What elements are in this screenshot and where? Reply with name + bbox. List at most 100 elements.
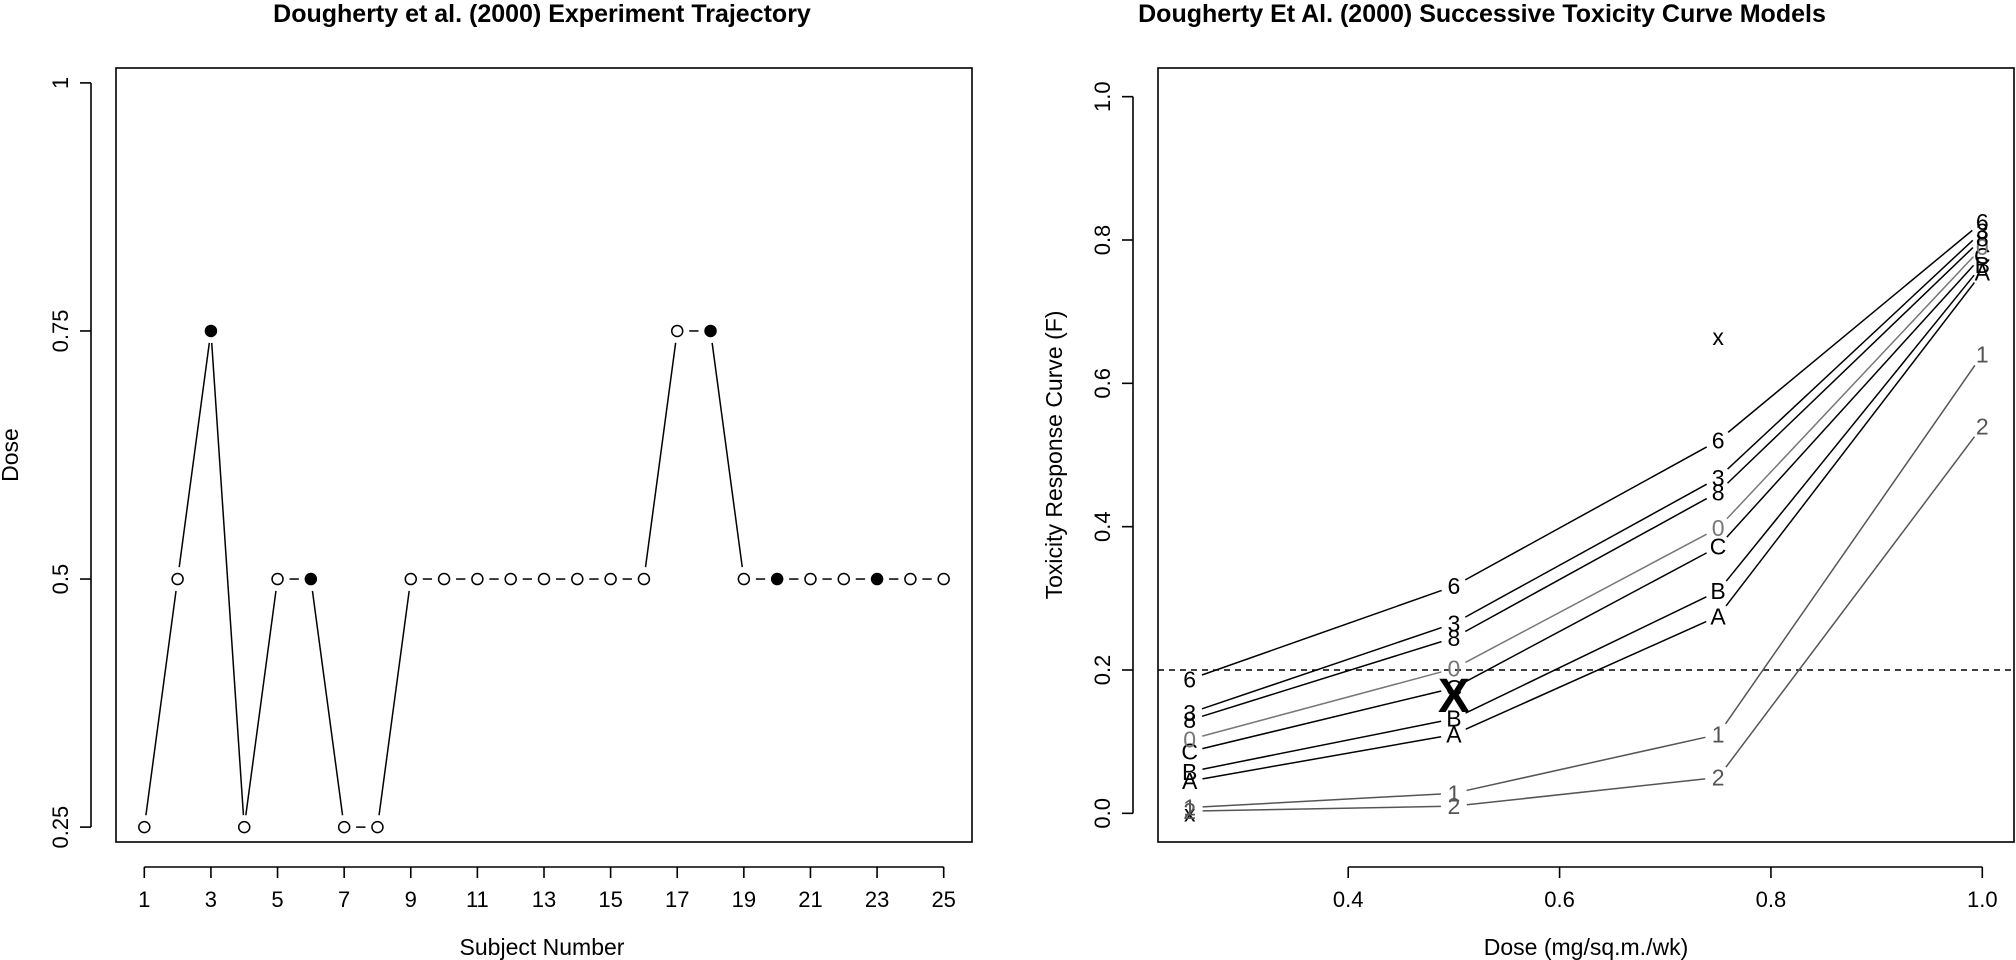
toxicity-x-axis-label: Dose (mg/sq.m./wk) — [1484, 934, 1688, 960]
trajectory-points — [138, 324, 950, 834]
trajectory-segment — [245, 590, 277, 816]
nontoxic-subject-point — [937, 572, 950, 586]
curve-segment — [1202, 805, 1441, 812]
curve-point-label: C — [1710, 534, 1727, 560]
y-tick-label: 0.25 — [48, 806, 73, 849]
toxic-subject-point — [704, 324, 717, 338]
trajectory-segment — [311, 590, 344, 816]
trajectory-title: Dougherty et al. (2000) Experiment Traje… — [273, 0, 811, 28]
x-tick-label: 15 — [598, 887, 622, 912]
y-tick-label: 0.2 — [1090, 655, 1115, 686]
nontoxic-subject-point — [637, 572, 651, 586]
trajectory-panel: Dougherty et al. (2000) Experiment Traje… — [0, 0, 973, 960]
curve-segment — [1465, 552, 1707, 683]
curve-point-label: x — [1448, 682, 1460, 708]
curve-segment — [1727, 229, 1973, 433]
y-tick-label: 1 — [48, 77, 73, 89]
x-tick-label: 11 — [466, 887, 489, 912]
curve-point-label: 1 — [1183, 795, 1196, 821]
y-tick-label: 0.75 — [48, 310, 73, 353]
trajectory-segment — [644, 342, 677, 568]
toxicity-axes: 0.4 0.6 0.8 1.0 0.0 0.2 0.4 0.6 0.8 1.0 — [1090, 81, 1998, 912]
y-tick-label: 0.8 — [1090, 225, 1115, 256]
curve-point-label: A — [1182, 768, 1198, 794]
curve-point-label: 2 — [1448, 793, 1461, 819]
nontoxic-subject-point — [504, 572, 517, 586]
curve-point-label: 6 — [1976, 209, 1989, 235]
curve-point-label: x — [1184, 800, 1196, 826]
curve-segment — [1465, 596, 1707, 714]
x-tick-label: 1.0 — [1967, 887, 1998, 912]
trajectory-segment — [178, 342, 211, 568]
trajectory-axes: 1 3 5 7 9 11 13 15 17 19 21 23 250.250.50.751 — [48, 77, 956, 912]
curve-segment — [1725, 436, 1976, 768]
nontoxic-subject-point — [337, 820, 351, 834]
curve-point-label: 8 — [1448, 625, 1461, 651]
curve-segment — [1202, 671, 1442, 737]
curve-point-label: 2 — [1976, 413, 1989, 439]
curve-point-label: A — [1446, 722, 1462, 748]
toxic-subject-point — [304, 572, 318, 586]
curve-point-label: 1 — [1712, 722, 1725, 748]
curve-point-label: 8 — [1712, 479, 1725, 505]
curve-point-label: 6 — [1712, 428, 1725, 454]
y-tick-label: 0.4 — [1090, 511, 1115, 542]
x-tick-label: 5 — [271, 887, 283, 912]
curve-point-label: B — [1446, 706, 1461, 732]
curve-point-label: B — [1182, 759, 1197, 785]
curve-point-label: B — [1975, 252, 1990, 278]
curve-segment — [1201, 640, 1442, 718]
trajectory-x-axis-label: Subject Number — [460, 934, 625, 960]
curve-segment — [1727, 239, 1974, 470]
x-tick-label: 17 — [665, 887, 689, 912]
curve-point-label: 2 — [1183, 798, 1196, 824]
x-tick-label: 7 — [338, 887, 350, 912]
nontoxic-subject-point — [404, 572, 418, 586]
nontoxic-subject-point — [737, 572, 751, 586]
curve-point-label: 3 — [1976, 218, 1989, 244]
trajectory-plot-frame — [115, 67, 973, 843]
x-tick-label: 0.6 — [1544, 887, 1575, 912]
y-tick-label: 1.0 — [1090, 81, 1115, 112]
curve-point-label: 8 — [1183, 707, 1196, 733]
nontoxic-subject-point — [804, 572, 817, 586]
curve-segment — [1201, 589, 1442, 676]
trajectory-segment — [711, 342, 743, 568]
trajectory-line — [145, 330, 932, 828]
curve-segment — [1724, 364, 1976, 725]
nontoxic-subject-point — [171, 572, 184, 586]
curve-segment — [1202, 690, 1442, 750]
x-tick-label: 25 — [931, 887, 955, 912]
nontoxic-subject-point — [471, 572, 484, 586]
curve-point-label: 0 — [1712, 515, 1725, 541]
toxicity-y-axis-label: Toxicity Response Curve (F) — [1041, 311, 1067, 600]
curve-segment — [1725, 274, 1975, 582]
curve-point-label: 0 — [1183, 727, 1196, 753]
nontoxic-subject-point — [837, 572, 851, 586]
curve-point-label: x — [1712, 324, 1724, 350]
x-tick-label: 0.4 — [1333, 887, 1364, 912]
x-tick-label: 9 — [405, 887, 417, 912]
curve-segment — [1725, 282, 1975, 607]
curve-segment — [1202, 720, 1442, 770]
nontoxic-subject-point — [371, 820, 384, 834]
curve-point-label: A — [1975, 259, 1991, 285]
curve-point-label: B — [1710, 578, 1725, 604]
nontoxic-subject-point — [271, 572, 284, 586]
curve-segment — [1465, 620, 1707, 730]
x-tick-label: 1 — [138, 887, 150, 912]
curve-segment — [1465, 533, 1707, 664]
curve-point-label: 6 — [1448, 573, 1461, 599]
nontoxic-subject-point — [571, 572, 584, 586]
nontoxic-subject-point — [904, 572, 917, 586]
curve-point-label: C — [1974, 243, 1991, 269]
toxic-subject-point — [770, 572, 784, 586]
curve-point-label: 3 — [1448, 610, 1461, 636]
nontoxic-subject-point — [604, 572, 617, 586]
y-tick-label: 0.0 — [1090, 798, 1115, 829]
toxic-subject-point — [870, 572, 884, 586]
curve-segment — [1202, 793, 1441, 808]
curve-point-label: 0 — [1448, 656, 1461, 682]
